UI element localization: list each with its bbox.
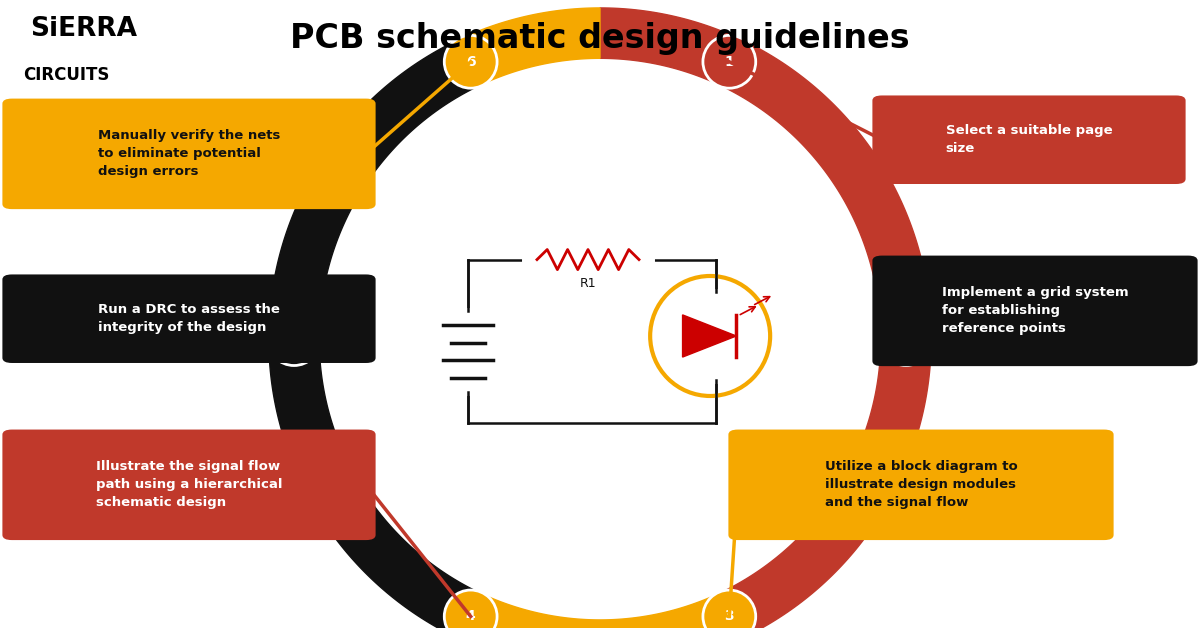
Polygon shape	[683, 315, 737, 357]
Text: SiERRA: SiERRA	[30, 16, 137, 41]
Text: 4: 4	[466, 609, 475, 624]
Ellipse shape	[444, 590, 497, 628]
FancyBboxPatch shape	[872, 95, 1186, 184]
Text: Illustrate the signal flow
path using a hierarchical
schematic design: Illustrate the signal flow path using a …	[96, 460, 282, 509]
Text: Utilize a block diagram to
illustrate design modules
and the signal flow: Utilize a block diagram to illustrate de…	[824, 460, 1018, 509]
FancyBboxPatch shape	[728, 430, 1114, 540]
Text: 5: 5	[289, 332, 299, 346]
Text: PCB schematic design guidelines: PCB schematic design guidelines	[290, 22, 910, 55]
Text: Run a DRC to assess the
integrity of the design: Run a DRC to assess the integrity of the…	[98, 303, 280, 334]
FancyBboxPatch shape	[2, 99, 376, 209]
Text: R1: R1	[580, 277, 596, 290]
Text: 3: 3	[725, 609, 734, 624]
Text: 1: 1	[725, 55, 734, 69]
Polygon shape	[460, 593, 740, 628]
FancyBboxPatch shape	[872, 256, 1198, 366]
Polygon shape	[319, 58, 881, 620]
Polygon shape	[460, 8, 600, 85]
Ellipse shape	[703, 35, 756, 88]
FancyBboxPatch shape	[2, 274, 376, 363]
Ellipse shape	[703, 590, 756, 628]
Ellipse shape	[268, 313, 320, 365]
Ellipse shape	[444, 35, 497, 88]
Text: Implement a grid system
for establishing
reference points: Implement a grid system for establishing…	[942, 286, 1128, 335]
Text: CIRCUITS: CIRCUITS	[23, 66, 109, 84]
Text: SIERRA: SIERRA	[316, 259, 884, 394]
Text: 2: 2	[901, 332, 911, 346]
FancyBboxPatch shape	[2, 430, 376, 540]
Ellipse shape	[880, 313, 932, 365]
Text: Select a suitable page
size: Select a suitable page size	[946, 124, 1112, 155]
Text: Manually verify the nets
to eliminate potential
design errors: Manually verify the nets to eliminate po…	[98, 129, 280, 178]
Polygon shape	[600, 8, 931, 628]
Polygon shape	[269, 39, 481, 628]
Text: 6: 6	[466, 55, 475, 69]
